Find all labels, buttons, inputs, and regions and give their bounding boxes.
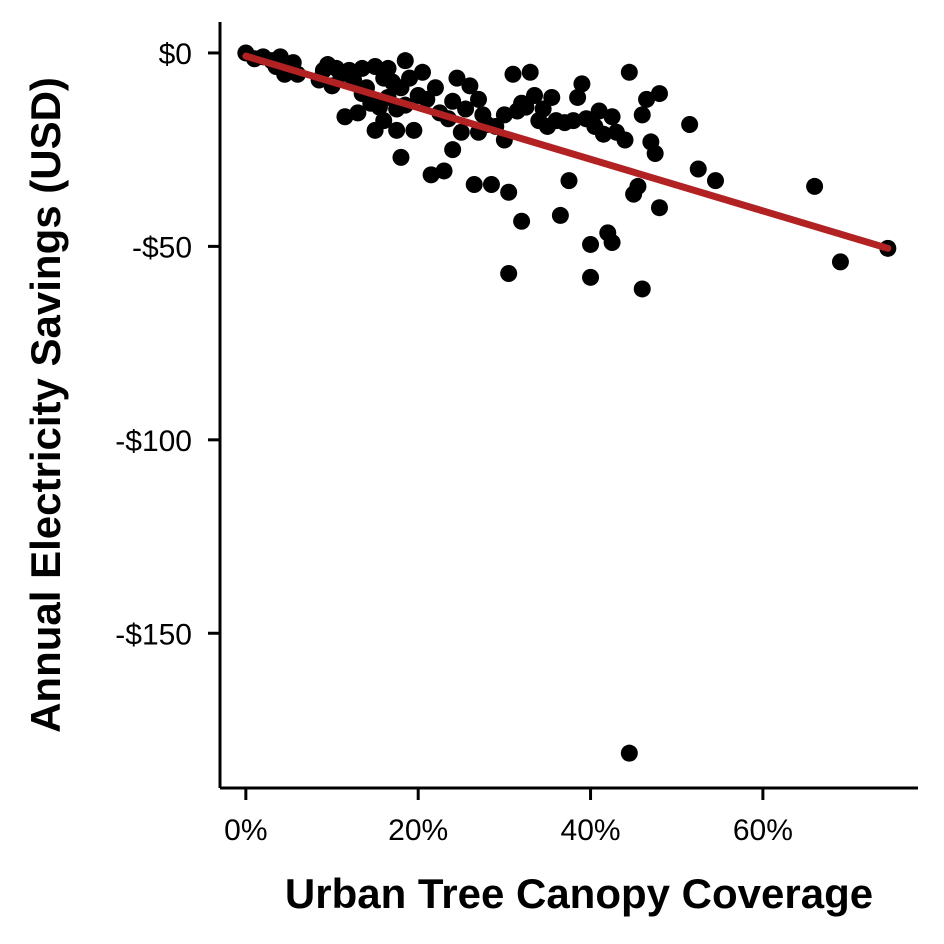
data-point	[435, 162, 453, 180]
data-point	[444, 92, 462, 110]
data-point	[482, 175, 500, 193]
x-axis-title: Urban Tree Canopy Coverage	[285, 870, 873, 917]
data-point	[500, 264, 518, 282]
data-point	[633, 280, 651, 298]
data-point	[504, 65, 522, 83]
x-axis-ticks: 0% 20% 40% 60%	[224, 788, 793, 847]
data-point	[500, 183, 518, 201]
y-axis-ticks: $0 -$50 -$100 -$150	[115, 38, 220, 651]
x-tick-label: 0%	[224, 814, 267, 847]
y-axis-title: Annual Electricity Savings (USD)	[22, 77, 69, 733]
data-point	[689, 160, 707, 178]
trend-line-layer	[242, 52, 892, 252]
data-point	[534, 100, 552, 118]
data-point	[620, 744, 638, 762]
data-point	[806, 177, 824, 195]
data-point	[422, 166, 440, 184]
y-tick-label: $0	[159, 38, 192, 71]
data-point	[444, 141, 462, 159]
data-point	[594, 125, 612, 143]
data-point	[465, 175, 483, 193]
data-point	[573, 75, 591, 93]
data-point	[392, 148, 410, 166]
data-point	[831, 253, 849, 271]
data-point	[638, 90, 656, 108]
data-point	[401, 69, 419, 87]
data-point	[582, 268, 600, 286]
data-points	[237, 44, 897, 762]
data-point	[526, 87, 544, 105]
x-tick-label: 60%	[733, 814, 793, 847]
data-point	[336, 108, 354, 126]
data-point	[375, 112, 393, 130]
data-point	[646, 145, 664, 163]
data-point	[470, 90, 488, 108]
data-point	[603, 108, 621, 126]
data-point	[603, 234, 621, 252]
data-point	[405, 121, 423, 139]
data-point	[681, 116, 699, 134]
data-point	[521, 63, 539, 81]
data-point	[564, 112, 582, 130]
y-tick-label: -$100	[115, 425, 192, 458]
data-point	[388, 121, 406, 139]
data-point	[633, 106, 651, 124]
data-point	[461, 77, 479, 95]
data-point	[560, 172, 578, 190]
data-point	[396, 52, 414, 70]
data-point	[379, 59, 397, 77]
data-point	[418, 90, 436, 108]
data-point	[513, 212, 531, 230]
data-point	[569, 88, 587, 106]
trend-line	[242, 52, 892, 252]
data-point	[457, 100, 475, 118]
data-point	[543, 88, 561, 106]
data-point	[495, 106, 513, 124]
y-tick-label: -$50	[132, 231, 192, 264]
data-point	[349, 104, 367, 122]
data-point	[551, 206, 569, 224]
data-point	[414, 63, 432, 81]
x-tick-label: 20%	[388, 814, 448, 847]
data-point	[629, 177, 647, 195]
data-point	[650, 199, 668, 217]
y-tick-label: -$150	[115, 618, 192, 651]
data-point	[448, 69, 466, 87]
data-point	[706, 172, 724, 190]
data-point	[650, 85, 668, 103]
data-point	[517, 98, 535, 116]
data-point	[590, 102, 608, 120]
data-point	[616, 131, 634, 149]
data-point	[582, 235, 600, 253]
data-point	[452, 123, 470, 141]
data-point	[620, 63, 638, 81]
data-point	[353, 59, 371, 77]
x-tick-label: 40%	[561, 814, 621, 847]
data-point	[366, 57, 384, 75]
data-point	[426, 79, 444, 97]
